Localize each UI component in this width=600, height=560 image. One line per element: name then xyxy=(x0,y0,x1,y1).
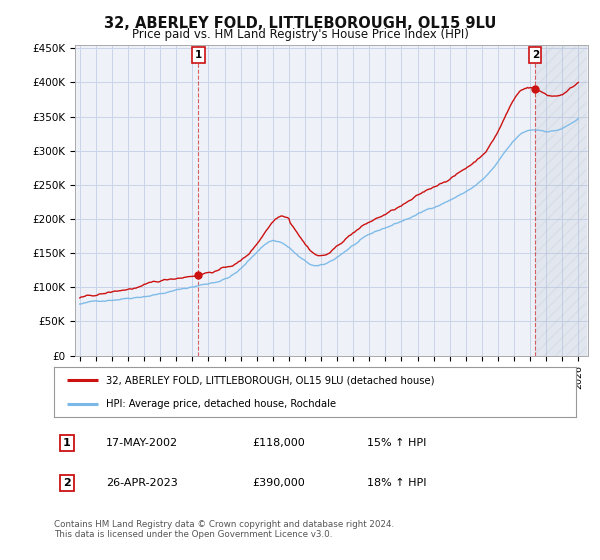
Text: 2: 2 xyxy=(532,50,539,60)
Text: 17-MAY-2002: 17-MAY-2002 xyxy=(106,438,178,448)
Bar xyxy=(535,45,586,356)
Text: Contains HM Land Registry data © Crown copyright and database right 2024.
This d: Contains HM Land Registry data © Crown c… xyxy=(54,520,394,539)
Text: 18% ↑ HPI: 18% ↑ HPI xyxy=(367,478,427,488)
Text: £390,000: £390,000 xyxy=(253,478,305,488)
Text: 1: 1 xyxy=(63,438,71,448)
Text: 1: 1 xyxy=(195,50,202,60)
Text: Price paid vs. HM Land Registry's House Price Index (HPI): Price paid vs. HM Land Registry's House … xyxy=(131,28,469,41)
Text: £118,000: £118,000 xyxy=(253,438,305,448)
Text: 2: 2 xyxy=(63,478,71,488)
Text: 32, ABERLEY FOLD, LITTLEBOROUGH, OL15 9LU (detached house): 32, ABERLEY FOLD, LITTLEBOROUGH, OL15 9L… xyxy=(106,375,434,385)
Text: HPI: Average price, detached house, Rochdale: HPI: Average price, detached house, Roch… xyxy=(106,399,337,409)
Text: 32, ABERLEY FOLD, LITTLEBOROUGH, OL15 9LU: 32, ABERLEY FOLD, LITTLEBOROUGH, OL15 9L… xyxy=(104,16,496,31)
Text: 26-APR-2023: 26-APR-2023 xyxy=(106,478,178,488)
Text: 15% ↑ HPI: 15% ↑ HPI xyxy=(367,438,427,448)
